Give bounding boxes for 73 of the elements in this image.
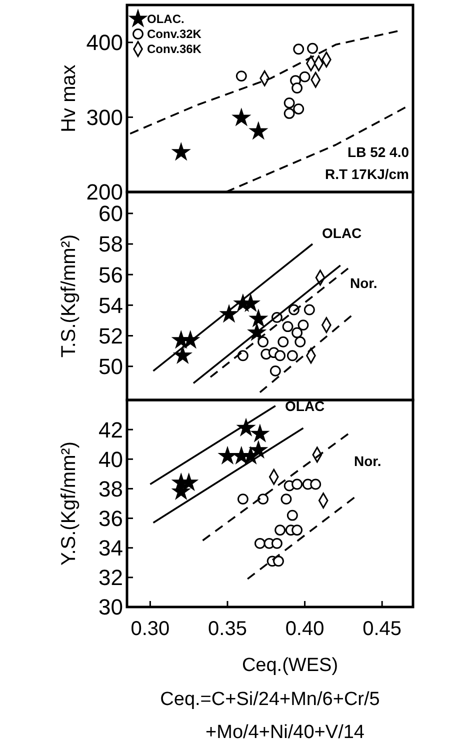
- legend-label: Conv.32K: [147, 27, 202, 42]
- point: [286, 350, 298, 362]
- point: [292, 327, 303, 338]
- point: [292, 478, 303, 490]
- x-axis-title: Ceq.(WES): [242, 655, 338, 676]
- point: [280, 494, 292, 505]
- y-tick-label: 58: [98, 232, 123, 257]
- point: [237, 494, 248, 505]
- point: [284, 98, 295, 108]
- legend-label: Conv.36K: [147, 42, 202, 56]
- point: [233, 109, 250, 126]
- annotation: R.T 17KJ/cm: [324, 166, 409, 182]
- point: [293, 44, 304, 55]
- y-tick-label: 56: [98, 262, 123, 288]
- text: +Mo/4+Ni/40+V/14: [206, 722, 365, 743]
- point: [219, 448, 236, 464]
- point: [220, 306, 238, 322]
- annotation: Nor.: [350, 275, 378, 291]
- point: [172, 144, 190, 160]
- y-tick-label: 52: [98, 323, 123, 348]
- y-axis-title: Hv max: [58, 64, 80, 132]
- point: [174, 347, 191, 363]
- y-tick-label: 400: [86, 30, 123, 56]
- point: [273, 556, 284, 567]
- y-axis-title: Y.S.(Kgf/mm²): [58, 441, 80, 566]
- y-tick-label: 300: [86, 104, 123, 130]
- annotation: LB 52 4.0: [348, 144, 410, 160]
- point: [250, 122, 267, 139]
- point: [304, 304, 315, 316]
- point: [252, 425, 268, 442]
- point: [271, 538, 282, 549]
- point: [258, 336, 269, 348]
- point: [299, 71, 310, 82]
- point: [254, 538, 266, 549]
- y-tick-label: 38: [98, 476, 123, 502]
- y-tick-label: 54: [98, 292, 123, 318]
- y-tick-label: 32: [98, 565, 123, 590]
- annotation: OLAC: [322, 225, 362, 241]
- line-series: [129, 30, 398, 135]
- point: [282, 321, 294, 332]
- point: [310, 478, 322, 490]
- point: [292, 524, 303, 536]
- point: [286, 510, 298, 521]
- point: [274, 350, 286, 362]
- y-tick-label: 40: [98, 446, 123, 472]
- point: [278, 336, 289, 348]
- point: [293, 104, 304, 114]
- annotation: Nor.: [354, 453, 382, 469]
- point: [270, 365, 281, 376]
- text: Ceq.=C+Si/24+Mn/6+Cr/5: [160, 689, 380, 710]
- x-tick-label: 0.45: [362, 618, 402, 640]
- x-tick-label: 0.40: [285, 618, 324, 640]
- annotation: OLAC: [285, 398, 325, 414]
- y-axis-title: T.S.(Kgf/mm²): [58, 234, 80, 358]
- y-tick-label: 36: [98, 506, 123, 531]
- point: [250, 310, 267, 326]
- y-tick-label: 30: [98, 594, 123, 620]
- point: [294, 336, 306, 348]
- point: [236, 70, 247, 82]
- y-tick-label: 50: [98, 354, 123, 380]
- point: [250, 442, 267, 458]
- legend-label: OLAC.: [147, 12, 184, 26]
- point: [298, 320, 309, 331]
- point: [292, 82, 303, 94]
- x-tick-label: 0.30: [130, 618, 170, 640]
- y-tick-label: 34: [98, 536, 123, 561]
- point: [274, 524, 286, 536]
- point: [258, 494, 269, 505]
- x-tick-label: 0.35: [208, 618, 247, 640]
- point: [284, 108, 295, 119]
- y-tick-label: 42: [98, 417, 123, 442]
- point: [307, 42, 318, 54]
- point: [238, 419, 254, 436]
